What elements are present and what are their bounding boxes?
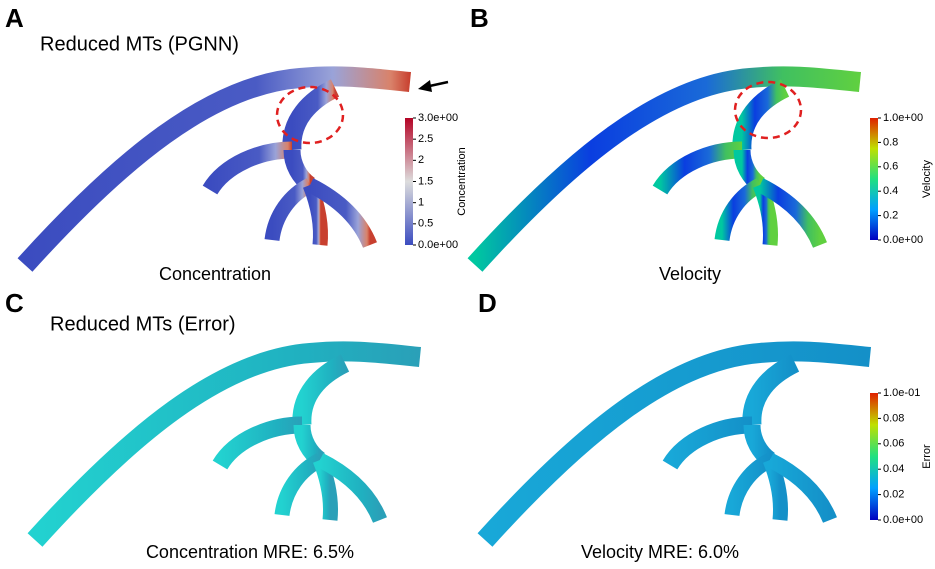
colorbar-tick-label: 0.06 bbox=[883, 438, 904, 450]
colorbar-tick-label: 1.5 bbox=[418, 175, 433, 187]
colorbar bbox=[870, 393, 878, 520]
colorbar-label: Concentration bbox=[456, 147, 468, 216]
colorbar-tick-label: 3.0e+00 bbox=[418, 112, 458, 124]
caption: Concentration MRE: 6.5% bbox=[146, 542, 354, 562]
panel-letter: D bbox=[478, 288, 497, 318]
colorbar-tick-label: 0.0e+00 bbox=[418, 239, 458, 251]
colorbar-tick-label: 0.02 bbox=[883, 489, 904, 501]
panel-letter: A bbox=[5, 3, 24, 33]
colorbar-tick-label: 2 bbox=[418, 154, 424, 166]
colorbar bbox=[405, 118, 413, 245]
colorbar-tick-label: 1 bbox=[418, 197, 424, 209]
vessel bbox=[25, 76, 410, 265]
colorbar-tick-label: 0.08 bbox=[883, 412, 904, 424]
colorbar-tick-label: 1.0e+00 bbox=[883, 112, 923, 124]
caption: Velocity bbox=[659, 264, 721, 284]
panel-title: Reduced MTs (PGNN) bbox=[40, 33, 239, 55]
colorbar-tick-label: 2.5 bbox=[418, 133, 433, 145]
panel-letter: B bbox=[470, 3, 489, 33]
colorbar-label: Error bbox=[921, 444, 933, 469]
colorbar-tick-label: 0.8 bbox=[883, 136, 898, 148]
panel-title: Reduced MTs (Error) bbox=[50, 313, 236, 335]
colorbar-tick-label: 0.04 bbox=[883, 463, 904, 475]
colorbar bbox=[870, 118, 878, 240]
colorbar-tick-label: 0.2 bbox=[883, 210, 898, 222]
caption: Velocity MRE: 6.0% bbox=[581, 542, 739, 562]
panel-letter: C bbox=[5, 288, 24, 318]
colorbar-tick-label: 0.5 bbox=[418, 218, 433, 230]
colorbar-tick-label: 1.0e-01 bbox=[883, 387, 920, 399]
colorbar-tick-label: 0.6 bbox=[883, 161, 898, 173]
vessel bbox=[485, 351, 870, 540]
vessel bbox=[475, 76, 860, 265]
vessel bbox=[35, 351, 420, 540]
arrow bbox=[418, 80, 449, 92]
colorbar-tick-label: 0.0e+00 bbox=[883, 234, 923, 246]
highlight bbox=[275, 85, 345, 145]
colorbar-tick-label: 0.4 bbox=[883, 185, 898, 197]
colorbar-tick-label: 0.0e+00 bbox=[883, 514, 923, 526]
colorbar-label: Velocity bbox=[921, 160, 933, 198]
highlight bbox=[733, 80, 803, 140]
caption: Concentration bbox=[159, 264, 271, 284]
